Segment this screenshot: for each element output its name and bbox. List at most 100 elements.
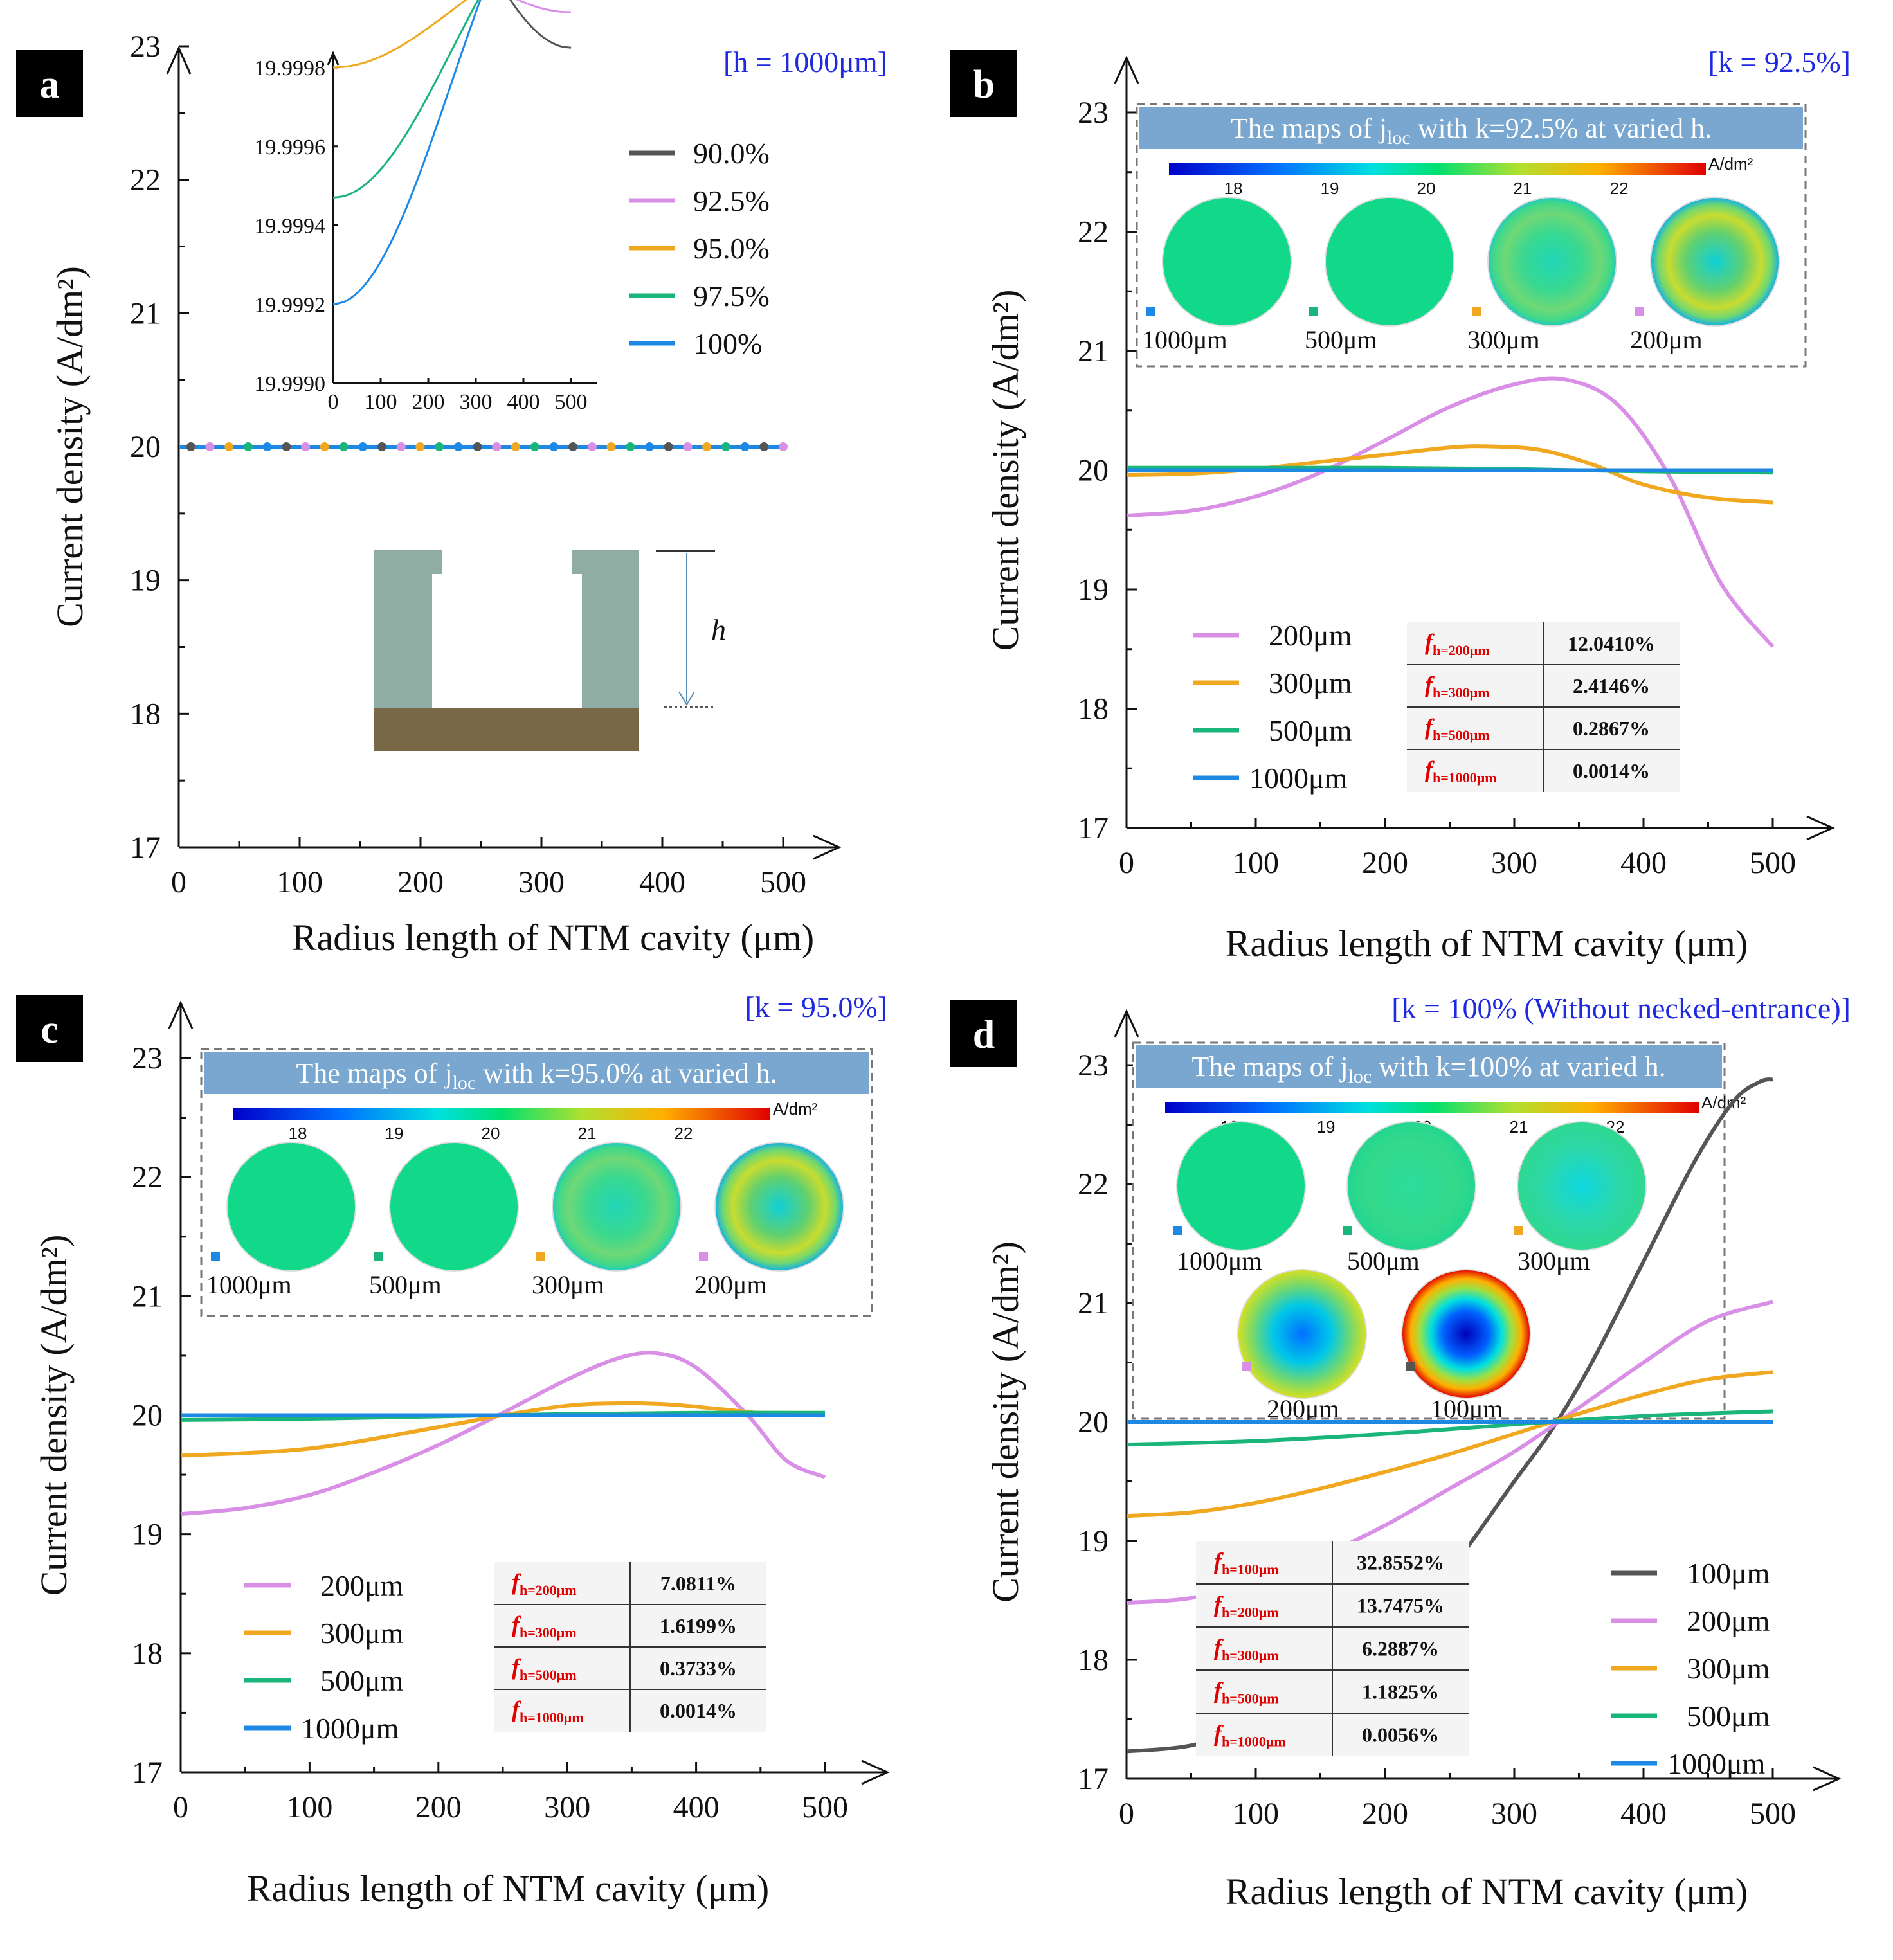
series-marker [779, 442, 788, 451]
series-marker [186, 442, 195, 451]
cavity-right-wall [572, 550, 639, 708]
panel-note: [k = 100% (Without necked-entrance)] [1391, 992, 1851, 1025]
x-tick-label: 200 [1362, 846, 1408, 880]
inset-y-tick-label: 19.9996 [255, 136, 326, 159]
panel-letter: b [973, 63, 995, 107]
map-label: 1000μm [1142, 325, 1227, 354]
panel-letter: c [41, 1008, 59, 1052]
panel-b: b [k = 92.5%] 0 100 200 300 400 500 17 18 19 20 21 22… [950, 46, 1851, 964]
legend-label: 100μm [1687, 1557, 1770, 1590]
series-marker [587, 442, 597, 451]
x-tick-label: 0 [1119, 846, 1134, 880]
x-tick-label: 400 [1620, 846, 1667, 880]
map-circle [1401, 1269, 1531, 1399]
table-value: 7.0811% [660, 1572, 736, 1595]
table-value: 1.1825% [1362, 1680, 1439, 1704]
map-label: 200μm [1630, 325, 1703, 354]
panel-letter-box [16, 50, 83, 117]
map-marker [211, 1252, 220, 1261]
table-f-label: fh=500μm [1425, 714, 1490, 743]
series-marker [224, 442, 234, 451]
inset-x-tick-label: 200 [412, 390, 445, 414]
series-marker [282, 442, 291, 451]
y-axis-label: Current density (A/dm²) [984, 290, 1026, 651]
y-tick-label: 19 [132, 1518, 163, 1552]
series-marker [243, 442, 253, 451]
x-tick-label: 300 [1491, 846, 1537, 880]
x-axis-arrow [1813, 1766, 1842, 1792]
y-axis-arrow [168, 1000, 194, 1029]
legend-label: 500μm [1269, 714, 1352, 747]
series-marker [415, 442, 425, 451]
colorbar-tick-label: 21 [1510, 1117, 1528, 1137]
series-marker [644, 442, 654, 451]
legend-label: 200μm [1687, 1605, 1770, 1637]
inset-series-100% [332, 0, 482, 305]
series-marker [453, 442, 463, 451]
y-tick-label: 23 [1078, 96, 1109, 130]
table-f-label: fh=200μm [1214, 1592, 1279, 1621]
x-tick-label: 500 [802, 1790, 848, 1824]
y-axis-label: Current density (A/dm²) [49, 266, 91, 627]
map-marker [1343, 1226, 1352, 1235]
series-line-200μm [1126, 376, 1775, 648]
map-marker [1514, 1226, 1523, 1235]
table-f-label: fh=1000μm [1425, 757, 1497, 786]
legend-label: 100% [693, 327, 762, 360]
series-marker [301, 442, 311, 451]
series-marker [377, 442, 386, 451]
series-marker [435, 442, 444, 451]
inset-y-tick-label: 19.9992 [255, 293, 326, 317]
map-circle [1487, 197, 1617, 327]
map-circle [226, 1142, 356, 1272]
colorbar [1169, 163, 1706, 175]
legend-label: 300μm [320, 1617, 404, 1650]
map-marker [1635, 307, 1644, 316]
x-axis-label: Radius length of NTM cavity (μm) [1226, 1871, 1748, 1912]
y-tick-label: 22 [130, 163, 161, 197]
map-marker [1173, 1226, 1182, 1235]
legend-label: 1000μm [1667, 1747, 1766, 1780]
legend-label: 500μm [1687, 1700, 1770, 1732]
table-value: 12.0410% [1568, 632, 1655, 655]
series-marker [664, 442, 673, 451]
map-inset: The maps of jloc with k=100% at varied h… [1132, 1041, 1746, 1423]
inset-y-arrow [327, 51, 340, 66]
series-marker [473, 442, 482, 451]
map-label: 300μm [1467, 325, 1540, 354]
y-tick-label: 23 [132, 1041, 163, 1075]
inset-x-tick-label: 300 [460, 390, 493, 414]
f-table: fh=200μm 12.0410% fh=300μm 2.4146% fh=500μm 0… [1407, 622, 1680, 792]
y-tick-label: 17 [1078, 811, 1109, 845]
map-inset: The maps of jloc with k=92.5% at varied … [1136, 103, 1807, 368]
series-marker [358, 442, 368, 451]
map-label: 500μm [1347, 1246, 1420, 1275]
y-tick-label: 23 [1078, 1048, 1109, 1083]
panel-a: a [h = 1000μm] 0 100 200 300 400 500 17 18 19 20 21 2… [16, 0, 887, 958]
y-tick-label: 19 [130, 564, 161, 598]
series-marker [721, 442, 730, 451]
inset-series-95.0% [332, 0, 467, 69]
x-tick-label: 100 [1233, 846, 1279, 880]
x-tick-label: 200 [1362, 1797, 1408, 1831]
panel-letter-box [950, 50, 1017, 117]
y-tick-label: 17 [130, 831, 161, 865]
map-label: 500μm [369, 1270, 442, 1299]
cavity-left-wall [374, 550, 442, 708]
x-tick-label: 100 [276, 865, 323, 899]
colorbar-unit: A/dm² [1708, 154, 1753, 174]
panel-note: [h = 1000μm] [723, 46, 887, 78]
map-marker [374, 1252, 383, 1261]
x-axis-arrow [813, 834, 842, 860]
x-tick-label: 500 [760, 865, 806, 899]
x-tick-label: 300 [544, 1790, 590, 1824]
legend-label: 90.0% [693, 137, 770, 170]
table-f-label: fh=300μm [1425, 672, 1490, 701]
table-value: 0.0056% [1362, 1723, 1439, 1747]
map-label: 200μm [1267, 1394, 1339, 1423]
map-marker [1309, 307, 1318, 316]
table-value: 0.0014% [660, 1699, 737, 1722]
map-circle [714, 1142, 844, 1272]
x-axis-label: Radius length of NTM cavity (μm) [1226, 922, 1748, 964]
x-tick-label: 400 [1620, 1797, 1667, 1831]
